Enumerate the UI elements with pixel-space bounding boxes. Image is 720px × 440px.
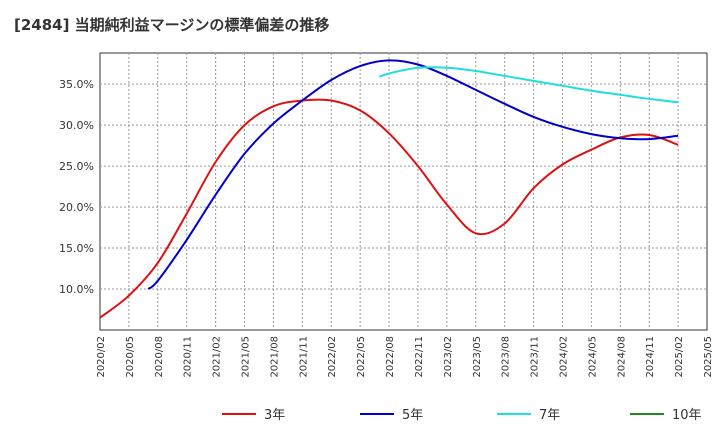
x-tick-label: 2020/05 [125,336,136,378]
legend: 3年 5年 7年 10年 [222,408,702,423]
x-tick-label: 2023/08 [501,336,512,378]
x-axis-ticks: 2020/02 2020/05 2020/08 2020/11 2021/02 2021/… [96,336,714,378]
y-tick-label: 25.0% [59,160,94,173]
x-tick-label: 2022/11 [414,336,425,378]
plot-area-frame [99,52,708,331]
x-tick-label: 2025/02 [674,336,685,378]
grid-lines [100,53,707,330]
series-lines [99,59,679,319]
series-line [99,98,679,319]
x-tick-label: 2025/05 [703,336,714,378]
x-tick-label: 2023/11 [530,336,541,378]
chart-title: [2484] 当期純利益マージンの標準偏差の推移 [14,16,330,34]
x-tick-label: 2021/05 [241,336,252,378]
x-tick-label: 2023/05 [472,336,483,378]
x-tick-label: 2024/02 [558,336,569,378]
y-axis-ticks: 10.0% 15.0% 20.0% 25.0% 30.0% 35.0% [59,78,94,296]
x-tick-label: 2021/11 [298,336,309,378]
x-tick-label: 2024/05 [587,336,598,378]
series-line [147,59,679,290]
x-tick-label: 2020/02 [96,336,107,378]
y-tick-label: 35.0% [59,78,94,91]
x-tick-label: 2022/08 [385,336,396,378]
x-tick-label: 2024/11 [645,336,656,378]
legend-label: 7年 [539,408,560,423]
y-tick-label: 10.0% [59,283,94,296]
x-tick-label: 2024/08 [616,336,627,378]
x-tick-label: 2021/02 [212,336,223,378]
x-tick-label: 2021/08 [269,336,280,378]
legend-label: 10年 [672,408,702,423]
y-tick-label: 20.0% [59,201,94,214]
x-tick-label: 2020/11 [183,336,194,378]
x-tick-label: 2022/02 [327,336,338,378]
legend-label: 5年 [402,408,423,423]
x-tick-label: 2022/05 [356,336,367,378]
y-tick-label: 15.0% [59,242,94,255]
series-line [379,66,679,104]
x-tick-label: 2020/08 [154,336,165,378]
legend-label: 3年 [264,408,285,423]
y-tick-label: 30.0% [59,119,94,132]
x-tick-label: 2023/02 [443,336,454,378]
